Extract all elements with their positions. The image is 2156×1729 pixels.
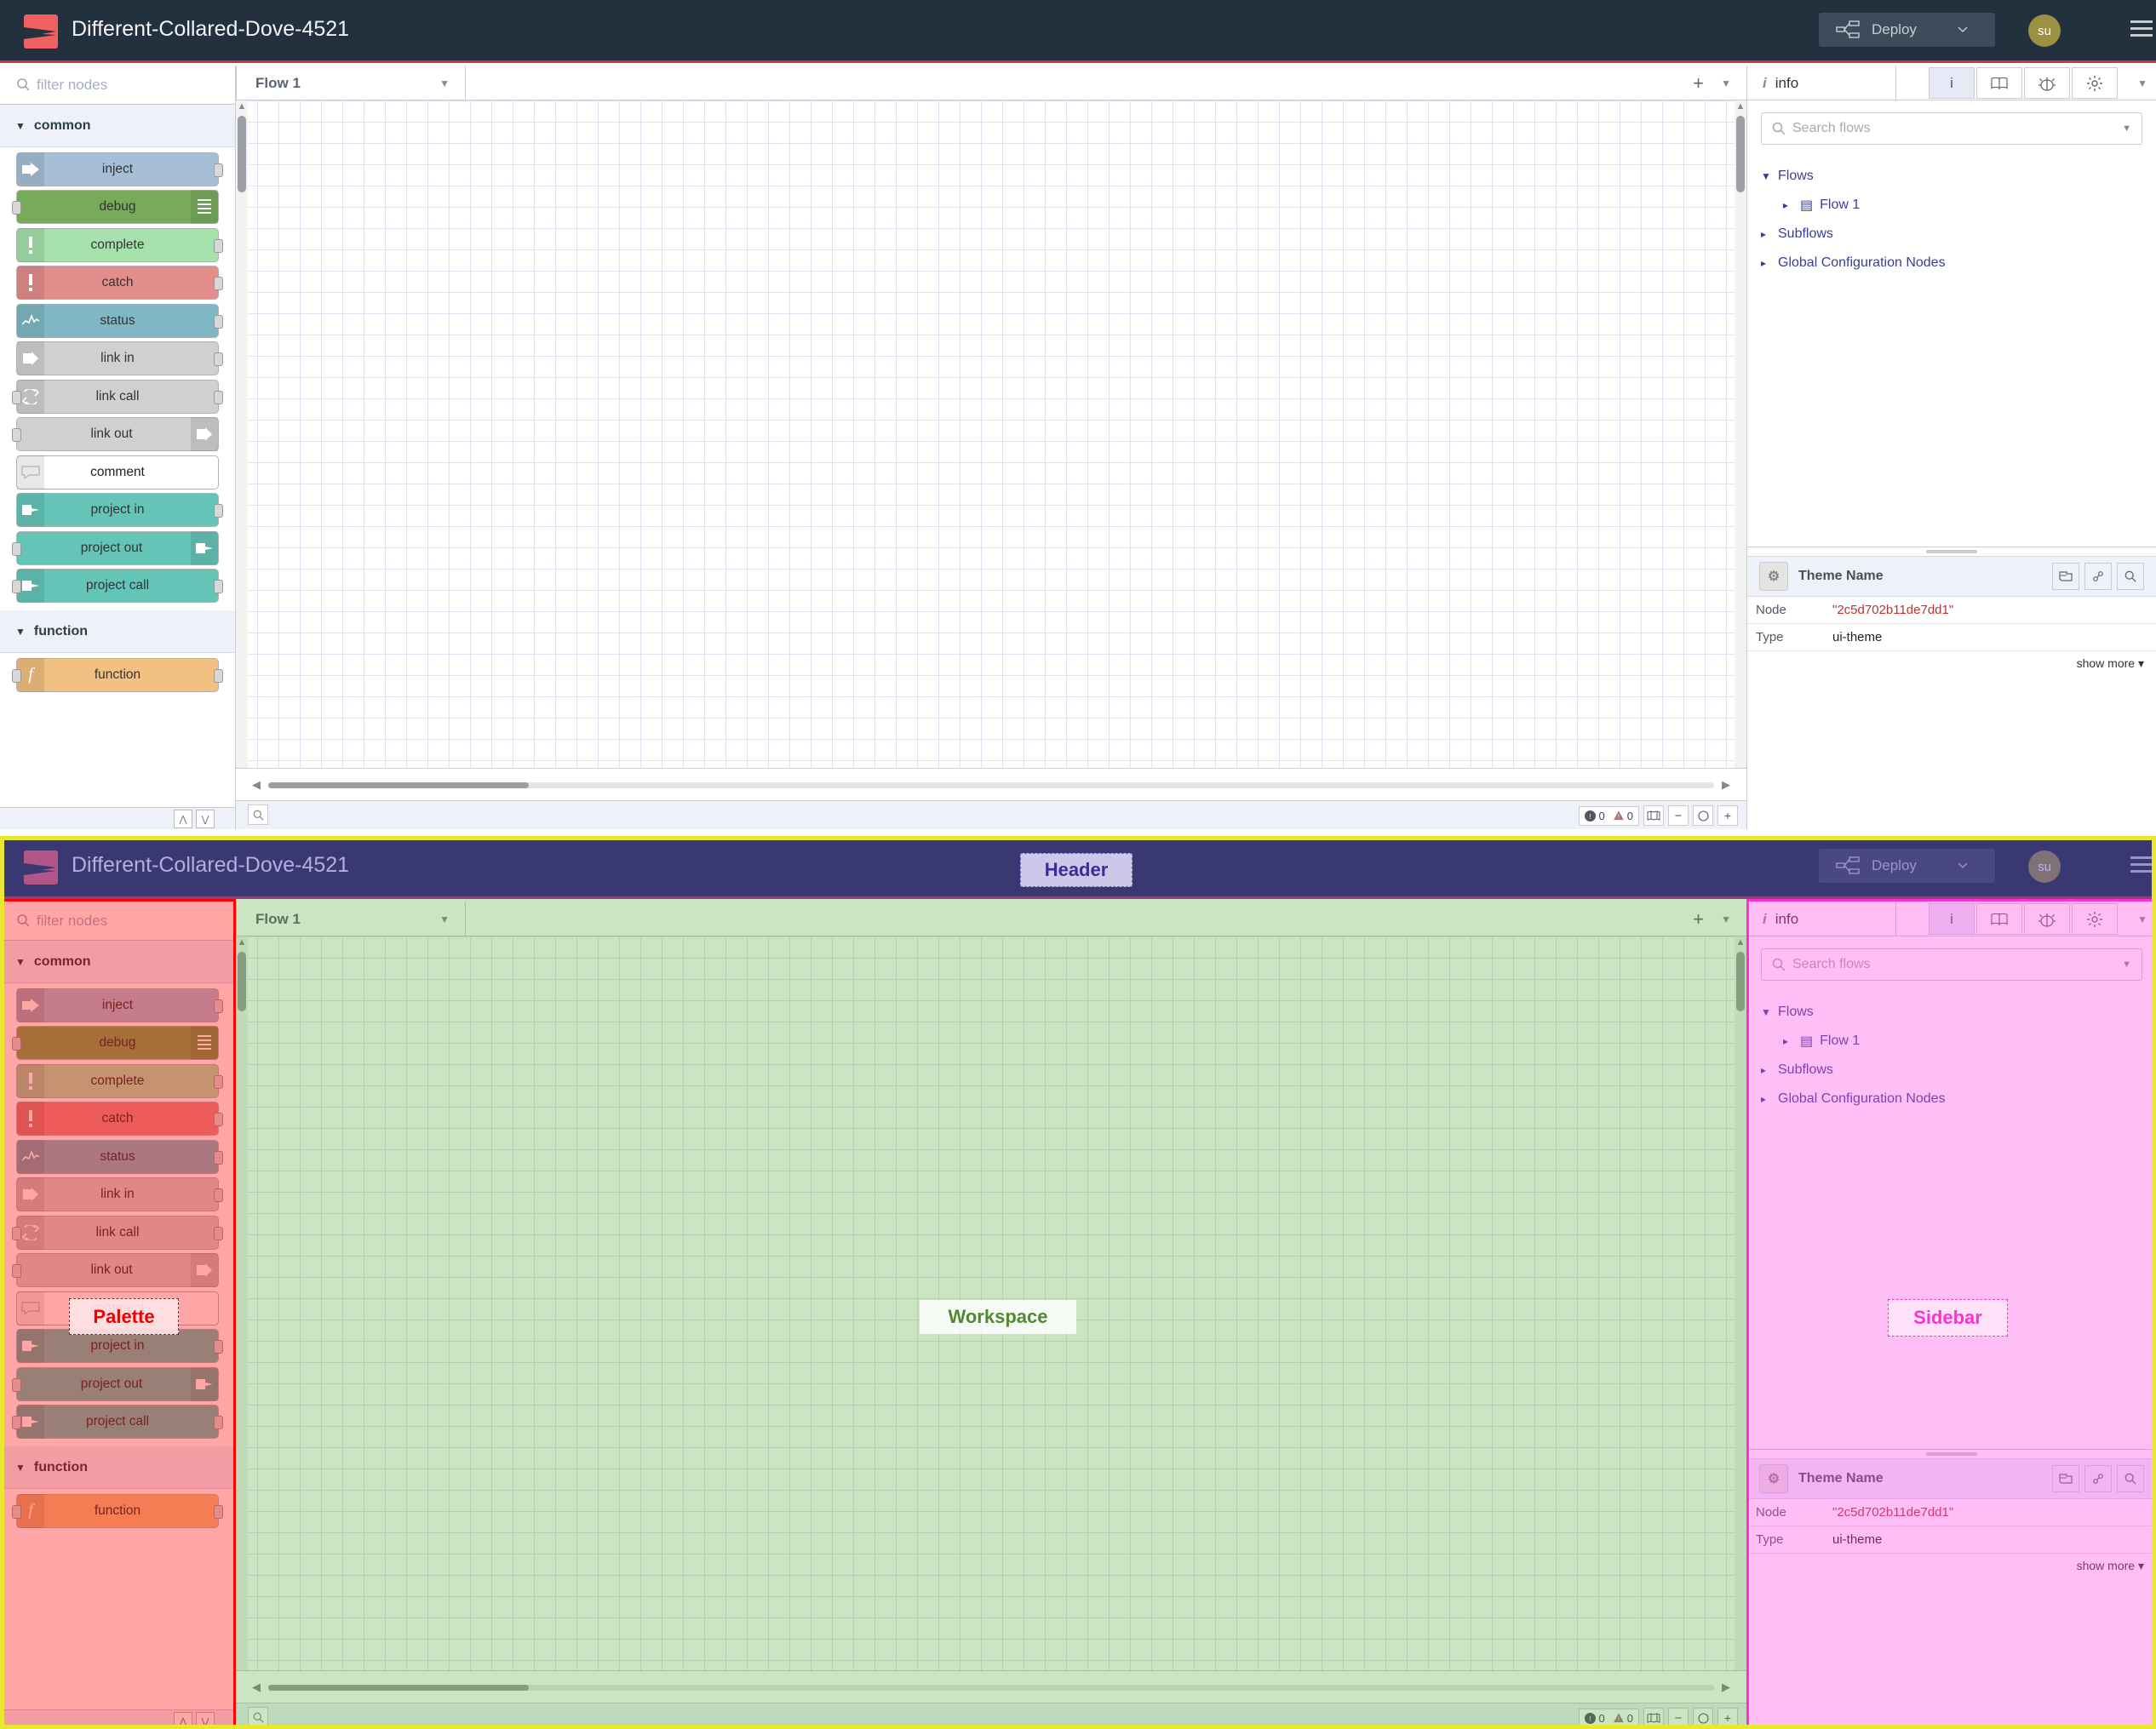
svg-text:!: !: [1589, 811, 1591, 820]
svg-text:!: !: [1618, 813, 1620, 821]
